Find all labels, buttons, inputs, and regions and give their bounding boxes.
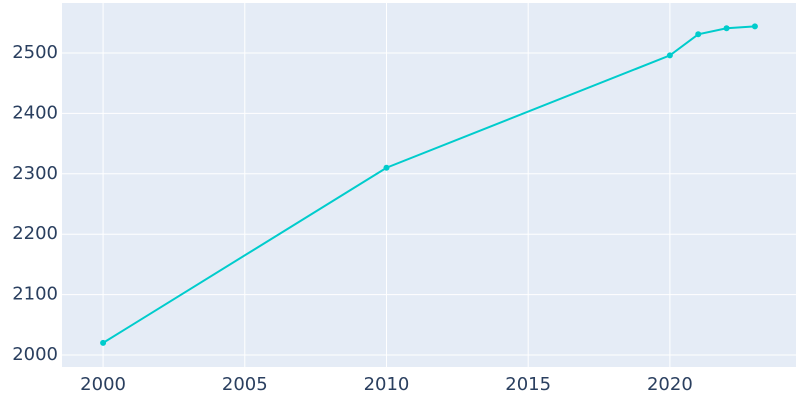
- x-tick-label: 2020: [647, 374, 693, 395]
- x-tick-label: 2000: [80, 374, 126, 395]
- x-tick-label: 2010: [364, 374, 410, 395]
- y-tick-label: 2200: [12, 223, 58, 244]
- y-tick-label: 2400: [12, 102, 58, 123]
- y-tick-label: 2000: [12, 344, 58, 365]
- data-point: [100, 339, 107, 346]
- x-tick-label: 2015: [505, 374, 551, 395]
- x-tick-label: 2005: [222, 374, 268, 395]
- y-tick-label: 2300: [12, 163, 58, 184]
- data-point: [751, 23, 758, 30]
- y-tick-label: 2500: [12, 42, 58, 63]
- data-point: [723, 25, 730, 32]
- data-point: [383, 164, 390, 171]
- y-tick-label: 2100: [12, 284, 58, 305]
- data-point: [666, 52, 673, 59]
- data-line: [102, 25, 755, 344]
- data-point: [695, 31, 702, 38]
- plot-area: [62, 3, 796, 367]
